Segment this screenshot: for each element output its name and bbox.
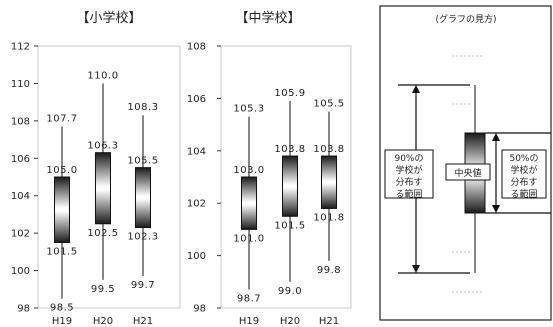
q1-value-label: 101.5 — [46, 247, 77, 258]
min-value-label: 99.8 — [317, 265, 341, 276]
max-value-label: 107.7 — [46, 113, 77, 124]
q3-value-label: 105.5 — [127, 156, 158, 167]
legend-90-note-line: 学校が — [395, 164, 422, 176]
arrow-up-icon — [492, 133, 500, 141]
max-value-label: 105.3 — [233, 104, 264, 115]
legend-median-box — [445, 163, 491, 181]
y-tick-label: 106 — [11, 154, 30, 165]
q1-value-label: 102.5 — [87, 228, 118, 239]
iqr-box — [241, 176, 257, 230]
y-tick-label: 106 — [187, 94, 206, 105]
chart-2-plot-area — [220, 45, 352, 309]
x-category-label: H20 — [93, 316, 113, 327]
q1-value-label: 101.5 — [274, 220, 305, 231]
q3-value-label: 105.0 — [46, 165, 77, 176]
iqr-box — [282, 155, 298, 217]
chart-1-plot-area — [37, 45, 181, 309]
y-tick-label: 108 — [187, 42, 206, 53]
chart-elementary-school: 98 100 102 104 106 108 110 112 H19 H20 H21 107.7 105… — [11, 42, 181, 327]
arrow-down-icon — [412, 265, 420, 273]
min-value-label: 99.7 — [131, 280, 155, 291]
q1-value-label: 102.3 — [127, 232, 158, 243]
y-tick-label: 102 — [187, 199, 206, 210]
legend-90-note-line: 分布す — [395, 176, 422, 188]
iqr-box — [54, 176, 70, 243]
y-tick-label: 112 — [11, 42, 30, 53]
legend-90-note-line: 90%の — [394, 154, 423, 164]
iqr-box — [135, 167, 151, 229]
max-value-label: 108.3 — [127, 102, 158, 113]
iqr-box — [321, 155, 337, 209]
x-category-label: H21 — [319, 316, 339, 327]
y-tick-label: 104 — [11, 191, 30, 202]
legend-90-note-line: る範囲 — [395, 188, 422, 200]
min-value-label: 99.0 — [278, 286, 302, 297]
min-value-label: 98.7 — [237, 294, 261, 305]
q3-value-label: 103.8 — [313, 144, 344, 155]
x-category-label: H21 — [133, 316, 153, 327]
q1-value-label: 101.8 — [313, 212, 344, 223]
y-tick-label: 102 — [11, 229, 30, 240]
chart-2-title: 【中学校】 — [235, 10, 300, 26]
y-tick-label: 104 — [187, 146, 206, 157]
legend-90-note-box — [384, 149, 434, 199]
chart-1-title: 【小学校】 — [76, 10, 141, 26]
legend-title: (グラフの見方) — [435, 13, 496, 25]
x-category-label: H19 — [52, 316, 72, 327]
y-tick-label: 100 — [11, 266, 30, 277]
legend-50-note-line: る範囲 — [510, 188, 537, 200]
q3-value-label: 103.0 — [233, 165, 264, 176]
legend-panel: (グラフの見方) 90%の 学校が 分布す る範囲 中央値 50%の 学校が 分… — [379, 5, 552, 321]
q3-value-label: 106.3 — [87, 141, 118, 152]
chart-junior-high-school: 98 100 102 104 106 108 H19 H20 H21 105.3 103.0 101.… — [187, 42, 352, 327]
y-tick-label: 98 — [193, 304, 206, 315]
q3-value-label: 103.8 — [274, 144, 305, 155]
max-value-label: 105.9 — [274, 88, 305, 99]
arrow-up-icon — [412, 85, 420, 93]
min-value-label: 98.5 — [50, 303, 74, 314]
legend-50-note-box — [501, 149, 547, 199]
min-value-label: 99.5 — [91, 284, 115, 295]
arrow-down-icon — [492, 205, 500, 213]
legend-median-label: 中央値 — [454, 167, 481, 179]
x-category-label: H19 — [239, 316, 259, 327]
y-tick-label: 108 — [11, 116, 30, 127]
x-category-label: H20 — [280, 316, 300, 327]
q1-value-label: 101.0 — [233, 233, 264, 244]
y-tick-label: 98 — [17, 304, 30, 315]
legend-50-note-line: 学校が — [510, 164, 537, 176]
y-tick-label: 100 — [187, 251, 206, 262]
iqr-box — [95, 152, 111, 225]
y-tick-label: 110 — [11, 79, 30, 90]
legend-50-note-line: 50%の — [509, 154, 538, 164]
max-value-label: 110.0 — [87, 70, 118, 81]
max-value-label: 105.5 — [313, 99, 344, 110]
legend-50-note-line: 分布す — [510, 176, 537, 188]
